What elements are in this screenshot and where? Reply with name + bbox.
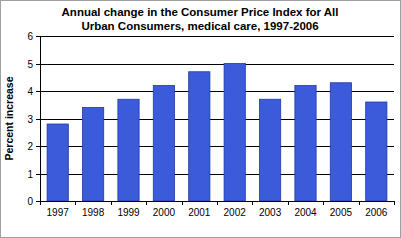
y-tick <box>36 174 40 175</box>
y-tick-label: 2 <box>27 141 33 152</box>
x-tick <box>146 201 147 205</box>
y-tick <box>36 201 40 202</box>
bar <box>224 64 245 202</box>
bar <box>259 99 280 201</box>
y-tick <box>36 91 40 92</box>
bar <box>118 99 139 201</box>
grid-line <box>40 64 394 65</box>
x-tick <box>288 201 289 205</box>
y-tick-label: 0 <box>27 196 33 207</box>
x-tick-label: 2003 <box>259 207 282 218</box>
chart-svg: Annual change in the Consumer Price Inde… <box>0 0 401 238</box>
x-tick-label: 2000 <box>153 207 176 218</box>
bar <box>189 72 210 201</box>
y-tick <box>36 36 40 37</box>
bar <box>295 86 316 202</box>
x-tick-label: 2005 <box>330 207 353 218</box>
y-tick-label: 5 <box>27 59 33 70</box>
bar <box>366 102 387 201</box>
bar <box>330 83 351 201</box>
x-tick-label: 2002 <box>224 207 247 218</box>
x-tick-label: 2001 <box>188 207 211 218</box>
bar <box>82 108 103 202</box>
x-tick-label: 1999 <box>117 207 140 218</box>
y-tick <box>36 119 40 120</box>
y-tick-label: 1 <box>27 169 33 180</box>
x-tick <box>40 201 41 205</box>
chart-border <box>1 1 401 238</box>
x-tick <box>252 201 253 205</box>
bar <box>153 86 174 202</box>
y-axis-line <box>40 36 41 201</box>
grid-line <box>40 36 394 37</box>
y-tick <box>36 64 40 65</box>
y-tick-label: 4 <box>27 86 33 97</box>
bars <box>47 64 387 202</box>
x-tick <box>182 201 183 205</box>
x-tick <box>359 201 360 205</box>
bar <box>47 124 68 201</box>
x-tick-label: 1998 <box>82 207 105 218</box>
y-tick <box>36 146 40 147</box>
y-axis-label: Percent increase <box>3 76 15 160</box>
x-tick-label: 2004 <box>294 207 317 218</box>
x-tick <box>111 201 112 205</box>
x-tick-label: 2006 <box>365 207 388 218</box>
chart-root: Annual change in the Consumer Price Inde… <box>0 0 401 238</box>
title: Annual change in the Consumer Price Inde… <box>62 6 339 32</box>
x-tick-label: 1997 <box>47 207 70 218</box>
x-tick <box>217 201 218 205</box>
y-tick-label: 6 <box>27 31 33 42</box>
y-tick-label: 3 <box>27 114 33 125</box>
x-tick <box>75 201 76 205</box>
x-tick <box>394 201 395 205</box>
x-tick <box>323 201 324 205</box>
